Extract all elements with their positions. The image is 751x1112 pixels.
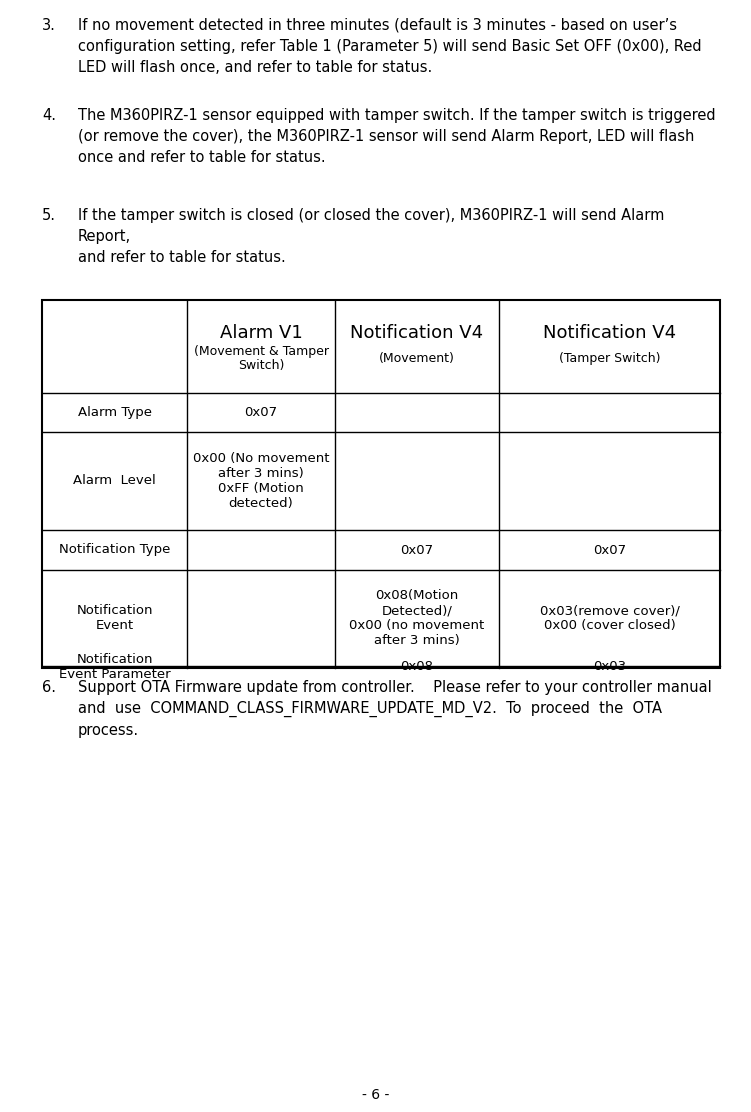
Text: Alarm Type: Alarm Type — [77, 406, 152, 419]
Text: 6.: 6. — [42, 681, 56, 695]
Text: - 6 -: - 6 - — [362, 1088, 389, 1102]
Text: If no movement detected in three minutes (default is 3 minutes - based on user’s: If no movement detected in three minutes… — [78, 18, 701, 75]
Text: 0x03: 0x03 — [593, 661, 626, 674]
Text: Notification V4: Notification V4 — [543, 324, 676, 341]
Text: 3.: 3. — [42, 18, 56, 33]
Text: Alarm  Level: Alarm Level — [73, 475, 156, 487]
Text: 0x07: 0x07 — [400, 544, 433, 556]
Text: Support OTA Firmware update from controller.    Please refer to your controller : Support OTA Firmware update from control… — [78, 681, 712, 738]
Bar — [42, 300, 720, 668]
Text: 0x08: 0x08 — [400, 661, 433, 674]
Text: The M360PIRZ-1 sensor equipped with tamper switch. If the tamper switch is trigg: The M360PIRZ-1 sensor equipped with tamp… — [78, 108, 716, 165]
Text: Notification
Event: Notification Event — [77, 604, 152, 632]
Text: Alarm V1: Alarm V1 — [219, 324, 303, 341]
Text: (Movement): (Movement) — [379, 353, 455, 365]
Text: 0x03(remove cover)/
0x00 (cover closed): 0x03(remove cover)/ 0x00 (cover closed) — [539, 604, 680, 632]
Text: 0x07: 0x07 — [593, 544, 626, 556]
Text: 0x07: 0x07 — [244, 406, 278, 419]
Text: 0x00 (No movement
after 3 mins)
0xFF (Motion
detected): 0x00 (No movement after 3 mins) 0xFF (Mo… — [193, 451, 329, 510]
Text: (Movement & Tamper
Switch): (Movement & Tamper Switch) — [194, 345, 328, 373]
Text: Notification Type: Notification Type — [59, 544, 170, 556]
Text: 0x08(Motion
Detected)/
0x00 (no movement
after 3 mins): 0x08(Motion Detected)/ 0x00 (no movement… — [349, 589, 484, 647]
Text: 5.: 5. — [42, 208, 56, 224]
Text: Notification V4: Notification V4 — [351, 324, 484, 341]
Text: Notification
Event Parameter: Notification Event Parameter — [59, 653, 170, 681]
Text: 4.: 4. — [42, 108, 56, 123]
Text: (Tamper Switch): (Tamper Switch) — [559, 353, 660, 365]
Text: If the tamper switch is closed (or closed the cover), M360PIRZ-1 will send Alarm: If the tamper switch is closed (or close… — [78, 208, 665, 265]
